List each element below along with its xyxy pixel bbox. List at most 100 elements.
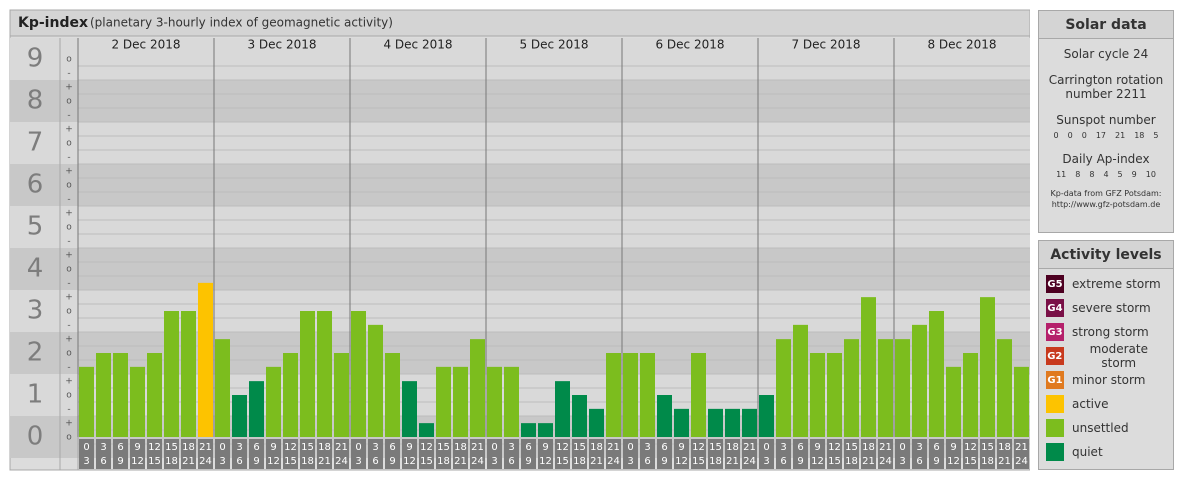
minor-label: o <box>66 349 72 359</box>
hour-cell <box>623 439 638 469</box>
hour-to: 21 <box>998 456 1011 467</box>
hour-cell <box>742 439 757 469</box>
hour-to: 15 <box>964 456 977 467</box>
hour-to: 18 <box>845 456 858 467</box>
legend-item: G4 severe storm <box>1046 299 1166 317</box>
band <box>10 206 1030 248</box>
legend-label: active <box>1072 397 1109 411</box>
hour-to: 12 <box>947 456 960 467</box>
legend-swatch <box>1046 443 1064 461</box>
hour-to: 18 <box>301 456 314 467</box>
ap-values: 11 8 8 4 5 9 10 <box>1039 170 1173 179</box>
legend-swatch: G5 <box>1046 275 1064 293</box>
bar <box>215 339 230 437</box>
hour-from: 0 <box>219 442 225 453</box>
hour-from: 18 <box>590 442 603 453</box>
hour-to: 12 <box>675 456 688 467</box>
minor-label: o <box>66 391 72 401</box>
hour-to: 24 <box>743 456 756 467</box>
minor-label: - <box>67 279 70 289</box>
hour-to: 18 <box>437 456 450 467</box>
hour-from: 9 <box>814 442 820 453</box>
minor-label: + <box>65 419 73 429</box>
bar <box>623 353 638 437</box>
bar <box>232 395 247 437</box>
hour-from: 18 <box>726 442 739 453</box>
bar <box>691 353 706 437</box>
bar <box>997 339 1012 437</box>
minor-label: - <box>67 363 70 373</box>
hour-from: 6 <box>661 442 667 453</box>
hour-to: 3 <box>491 456 497 467</box>
hour-from: 3 <box>100 442 106 453</box>
level-code: G3 <box>1047 326 1063 338</box>
bar <box>929 311 944 437</box>
hour-cell <box>351 439 366 469</box>
hour-from: 0 <box>355 442 361 453</box>
legend-item: unsettled <box>1046 419 1166 437</box>
hour-to: 9 <box>661 456 667 467</box>
ap-value: 4 <box>1103 170 1109 179</box>
minor-label: - <box>67 69 70 79</box>
legend-swatch: G2 <box>1046 347 1064 365</box>
hour-cell <box>946 439 961 469</box>
bar <box>113 353 128 437</box>
hour-from: 15 <box>301 442 314 453</box>
sunspot-value: 5 <box>1153 131 1159 140</box>
hour-cell <box>198 439 213 469</box>
hour-to: 12 <box>403 456 416 467</box>
hour-to: 21 <box>182 456 195 467</box>
ap-value: 10 <box>1145 170 1156 179</box>
minor-label: - <box>67 153 70 163</box>
hour-cell <box>487 439 502 469</box>
hour-to: 3 <box>899 456 905 467</box>
minor-label: + <box>65 377 73 387</box>
hour-cell <box>878 439 893 469</box>
minor-label: o <box>66 139 72 149</box>
legend-item: G1 minor storm <box>1046 371 1166 389</box>
chart-subtitle: (planetary 3-hourly index of geomagnetic… <box>90 16 393 30</box>
hour-cell <box>793 439 808 469</box>
hour-from: 9 <box>406 442 412 453</box>
band <box>10 38 1030 80</box>
sunspot-value: 0 <box>1067 131 1073 140</box>
sunspot-value: 21 <box>1115 131 1126 140</box>
bar <box>487 366 502 437</box>
hour-to: 21 <box>862 456 875 467</box>
solar-panel: Solar data Solar cycle 24 Carrington rot… <box>1038 10 1174 233</box>
minor-label: + <box>65 335 73 345</box>
hour-from: 9 <box>678 442 684 453</box>
bar <box>861 297 876 437</box>
minor-label: - <box>67 405 70 415</box>
source: Kp-data from GFZ Potsdam: <box>1050 189 1162 198</box>
hour-from: 6 <box>933 442 939 453</box>
minor-label: + <box>65 83 73 93</box>
level-code: G4 <box>1047 302 1063 314</box>
panel-title: Solar data <box>1039 11 1173 39</box>
hour-from: 3 <box>644 442 650 453</box>
hour-from: 0 <box>83 442 89 453</box>
hour-to: 9 <box>797 456 803 467</box>
bar <box>504 366 519 437</box>
hour-from: 3 <box>236 442 242 453</box>
bar <box>980 297 995 437</box>
bar <box>1014 366 1029 437</box>
bar <box>878 339 893 437</box>
bar <box>895 339 910 437</box>
cycle: Solar cycle 24 <box>1063 47 1149 61</box>
source-url: http://www.gfz-potsdam.de <box>1051 200 1161 209</box>
hour-from: 21 <box>471 442 484 453</box>
hour-cell <box>861 439 876 469</box>
hour-to: 9 <box>933 456 939 467</box>
bar <box>776 339 791 437</box>
ap-value: 9 <box>1131 170 1137 179</box>
bar <box>351 311 366 437</box>
hour-from: 0 <box>763 442 769 453</box>
hour-cell <box>997 439 1012 469</box>
hour-from: 12 <box>692 442 705 453</box>
hour-from: 9 <box>270 442 276 453</box>
level-code: G2 <box>1047 350 1063 362</box>
hour-from: 9 <box>542 442 548 453</box>
minor-label: o <box>66 265 72 275</box>
hour-cell <box>249 439 264 469</box>
